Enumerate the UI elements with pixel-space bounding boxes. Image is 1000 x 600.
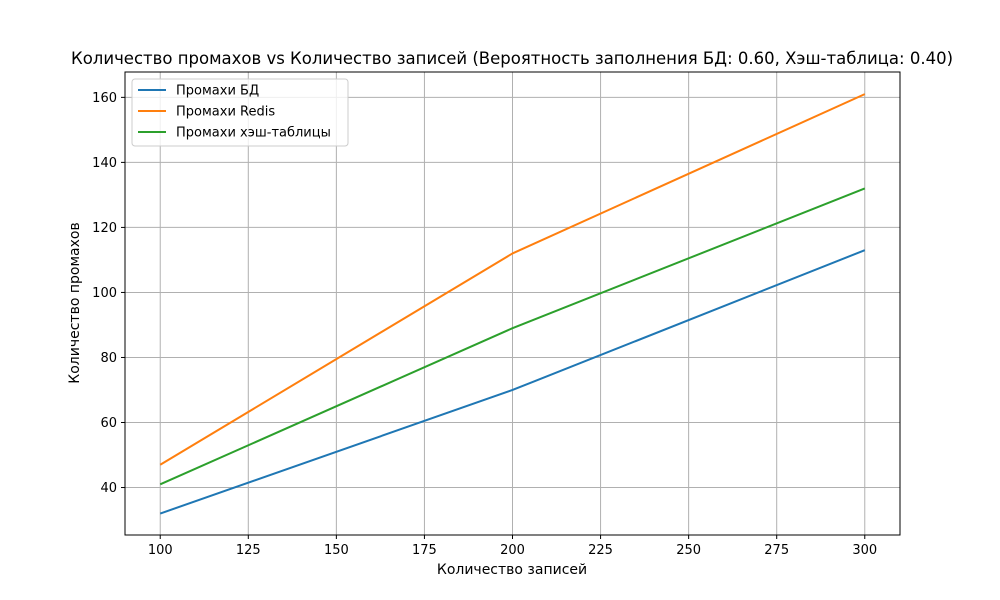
x-axis: 100 125 150 175 200 225 250 275 300: [148, 535, 877, 558]
y-tick-label: 100: [92, 286, 117, 301]
series-line-2: [159, 187, 866, 486]
x-axis-label: Количество записей: [437, 562, 587, 578]
legend-label: Промахи хэш-таблицы: [176, 126, 331, 141]
y-tick-label: 60: [100, 416, 117, 431]
y-tick-label: 40: [100, 481, 117, 496]
x-tick-label: 150: [324, 543, 349, 558]
series-line-1: [159, 93, 866, 466]
y-tick-label: 120: [92, 221, 117, 236]
y-tick-label: 80: [100, 351, 117, 366]
legend-box: [131, 78, 349, 147]
y-tick-label: 160: [92, 91, 117, 106]
legend-label: Промахи БД: [176, 84, 259, 99]
grid-lines: [125, 72, 900, 535]
data-series: [159, 93, 866, 515]
x-tick-label: 125: [236, 543, 261, 558]
x-tick-label: 175: [412, 543, 437, 558]
series-line-0: [159, 249, 866, 515]
y-axis: 40 60 80 100 120 140 160: [92, 91, 125, 496]
x-tick-label: 225: [588, 543, 613, 558]
legend: Промахи БД Промахи Redis Промахи хэш-табли…: [131, 78, 349, 147]
legend-label: Промахи Redis: [176, 105, 275, 120]
x-tick-label: 300: [852, 543, 877, 558]
x-tick-label: 100: [148, 543, 173, 558]
x-tick-label: 200: [500, 543, 525, 558]
x-tick-label: 250: [676, 543, 701, 558]
y-tick-label: 140: [92, 156, 117, 171]
y-axis-label: Количество промахов: [67, 222, 83, 383]
x-tick-label: 275: [764, 543, 789, 558]
chart-title: Количество промахов vs Количество записе…: [71, 49, 953, 68]
